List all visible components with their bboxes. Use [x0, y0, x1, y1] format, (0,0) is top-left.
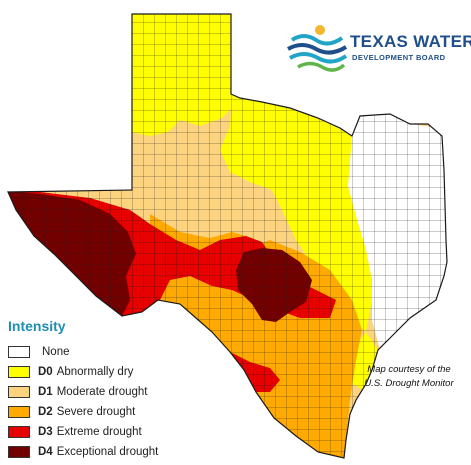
legend-code: D1: [38, 386, 53, 398]
legend-label: Extreme drought: [56, 426, 142, 438]
credit-line-2: U.S. Drought Monitor: [364, 378, 454, 389]
legend-item-d3: D3 Extreme drought: [8, 422, 158, 442]
legend-code: D0: [38, 366, 53, 378]
legend-swatch: [8, 386, 30, 398]
legend-code: D2: [38, 406, 53, 418]
legend-label: None: [42, 346, 70, 358]
logo-subtitle: DEVELOPMENT BOARD: [352, 53, 446, 62]
legend-item-d4: D4 Exceptional drought: [8, 442, 158, 462]
legend-swatch: [8, 406, 30, 418]
twdb-logo: TEXAS WATER DEVELOPMENT BOARD: [284, 18, 471, 78]
legend-label: Severe drought: [56, 406, 136, 418]
legend-item-d1: D1 Moderate drought: [8, 382, 158, 402]
map-credit: Map courtesy of the U.S. Drought Monitor: [350, 363, 468, 391]
legend-item-d2: D2 Severe drought: [8, 402, 158, 422]
legend-label: Exceptional drought: [56, 446, 159, 458]
twdb-logo-mark-icon: [287, 25, 348, 72]
legend-swatch: [8, 426, 30, 438]
logo-title: TEXAS WATER: [350, 32, 471, 51]
legend-label: Abnormally dry: [56, 366, 134, 378]
legend-swatch: [8, 446, 30, 458]
legend-item-d0: D0 Abnormally dry: [8, 362, 158, 382]
legend-title: Intensity: [8, 318, 66, 334]
legend: None D0 Abnormally dry D1 Moderate droug…: [8, 342, 158, 462]
legend-label: Moderate drought: [56, 386, 148, 398]
legend-swatch: [8, 346, 30, 358]
legend-swatch: [8, 366, 30, 378]
legend-code: D4: [38, 446, 53, 458]
legend-code: D3: [38, 426, 53, 438]
legend-item-none: None: [8, 342, 158, 362]
credit-line-1: Map courtesy of the: [367, 364, 451, 375]
